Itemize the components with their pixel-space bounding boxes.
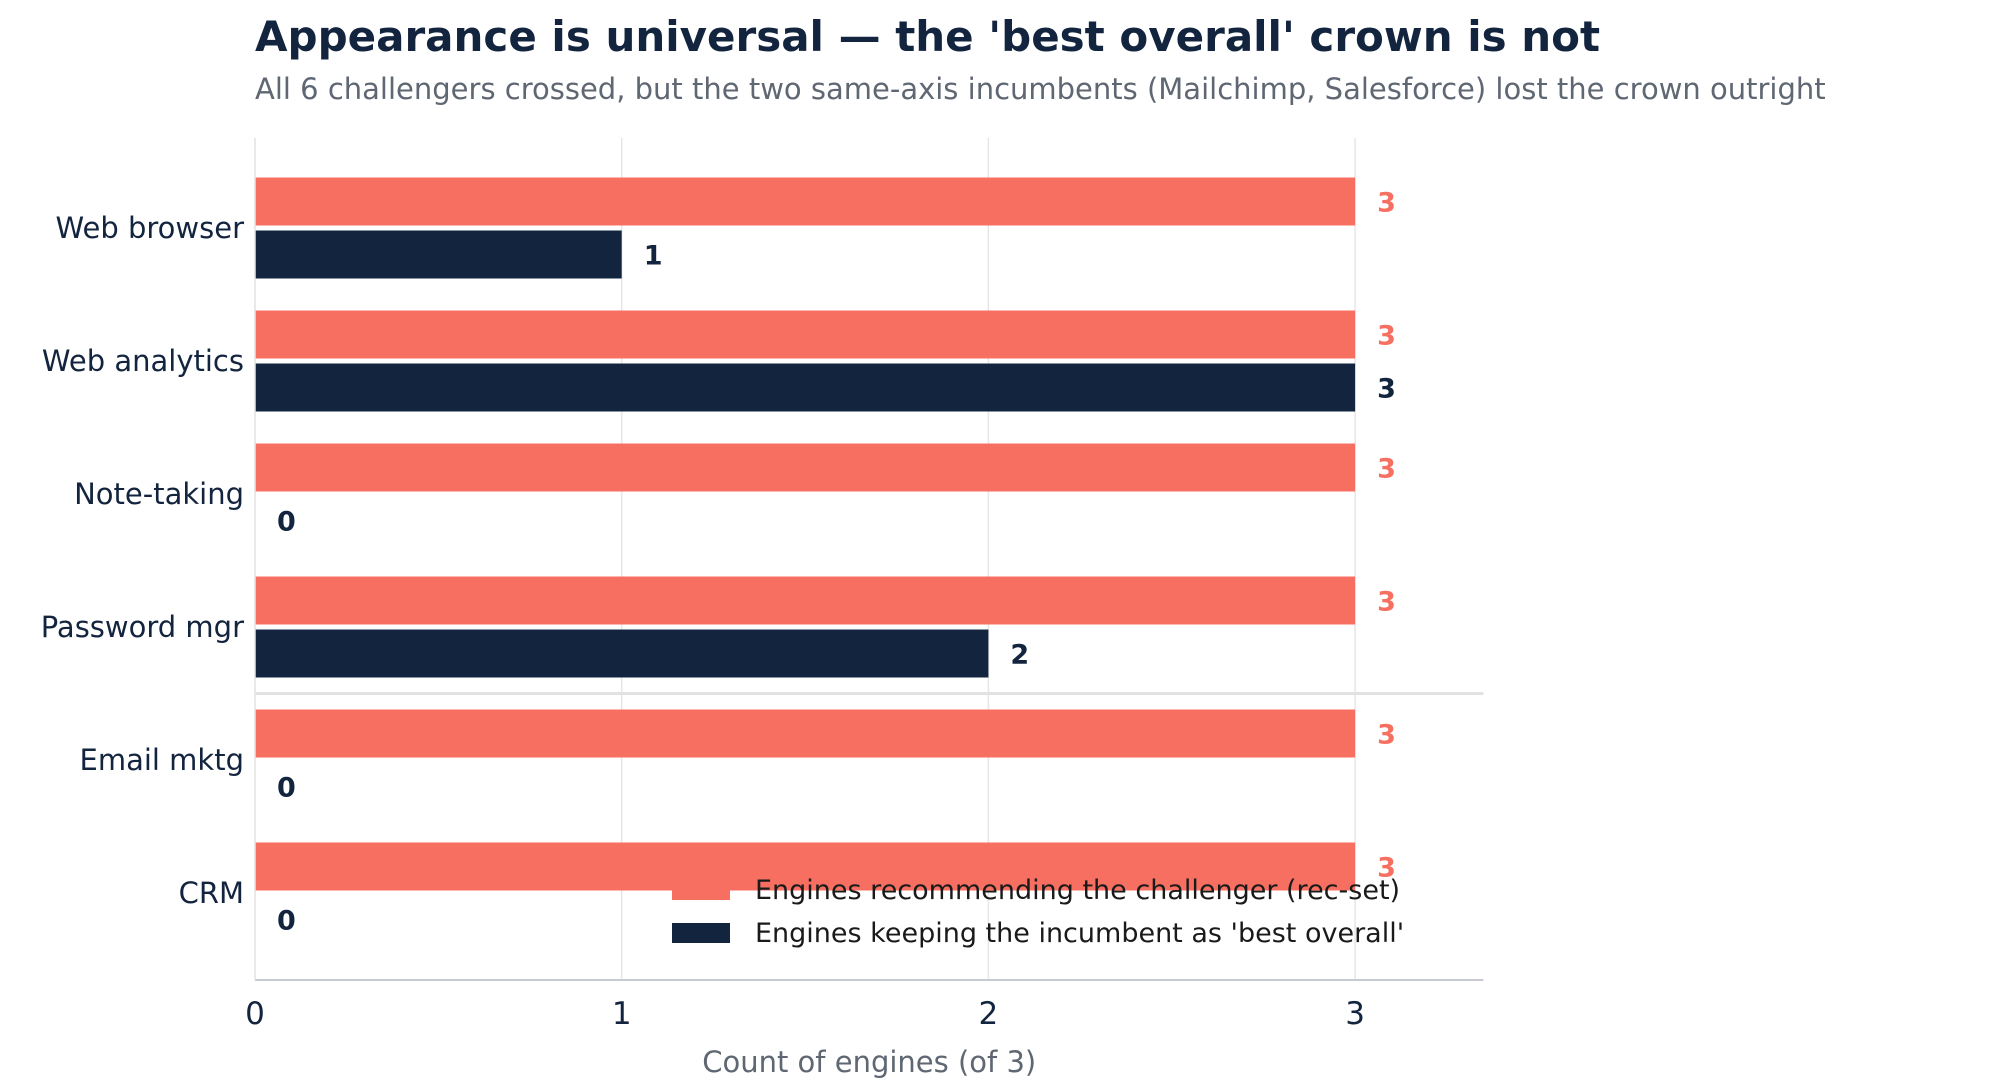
legend-label-series-1: Engines recommending the challenger (rec… [755, 875, 1400, 906]
data-labels: 3 1 3 3 3 0 3 2 3 0 3 0 [277, 188, 1396, 937]
bar-web-analytics-series-2 [255, 363, 1356, 412]
x-axis-title: Count of engines (of 3) [702, 1045, 1036, 1079]
chart-subtitle: All 6 challengers crossed, but the two s… [255, 72, 1826, 106]
category-label-note-taking: Note-taking [74, 477, 244, 511]
x-tick-label-0: 0 [245, 996, 265, 1032]
data-label-note-taking-series-2: 0 [277, 507, 296, 538]
data-label-email-mktg-series-2: 0 [277, 773, 296, 804]
bar-password-mgr-series-2 [255, 629, 989, 678]
legend: Engines recommending the challenger (rec… [672, 875, 1404, 949]
data-label-crm-series-1: 3 [1377, 853, 1396, 884]
category-label-web-analytics: Web analytics [42, 344, 244, 378]
bar-web-analytics-series-1 [255, 310, 1356, 359]
chart-title: Appearance is universal — the 'best over… [255, 12, 1601, 61]
data-label-password-mgr-series-1: 3 [1377, 587, 1396, 618]
data-label-email-mktg-series-1: 3 [1377, 720, 1396, 751]
bars [255, 177, 1356, 891]
data-label-note-taking-series-1: 3 [1377, 454, 1396, 485]
data-label-crm-series-2: 0 [277, 906, 296, 937]
legend-label-series-2: Engines keeping the incumbent as 'best o… [755, 918, 1404, 949]
legend-swatch-series-1 [672, 880, 730, 900]
data-label-web-browser-series-1: 3 [1377, 188, 1396, 219]
data-label-password-mgr-series-2: 2 [1010, 640, 1029, 671]
axes: Web browser Web analytics Note-taking Passw… [41, 138, 1484, 1079]
category-label-crm: CRM [179, 876, 244, 910]
legend-swatch-series-2 [672, 923, 730, 943]
bar-password-mgr-series-1 [255, 576, 1356, 625]
x-tick-label-3: 3 [1345, 996, 1365, 1032]
bar-web-browser-series-2 [255, 230, 622, 279]
data-label-web-browser-series-2: 1 [644, 241, 663, 272]
x-tick-label-1: 1 [612, 996, 632, 1032]
data-label-web-analytics-series-1: 3 [1377, 321, 1396, 352]
bar-note-taking-series-1 [255, 443, 1356, 492]
x-tick-label-2: 2 [979, 996, 999, 1032]
category-label-web-browser: Web browser [56, 211, 245, 245]
bar-email-mktg-series-1 [255, 709, 1356, 758]
category-label-email-mktg: Email mktg [80, 743, 245, 777]
bar-crm-series-1 [255, 842, 1356, 891]
bar-web-browser-series-1 [255, 177, 1356, 226]
data-label-web-analytics-series-2: 3 [1377, 374, 1396, 405]
category-label-password-mgr: Password mgr [41, 610, 244, 644]
